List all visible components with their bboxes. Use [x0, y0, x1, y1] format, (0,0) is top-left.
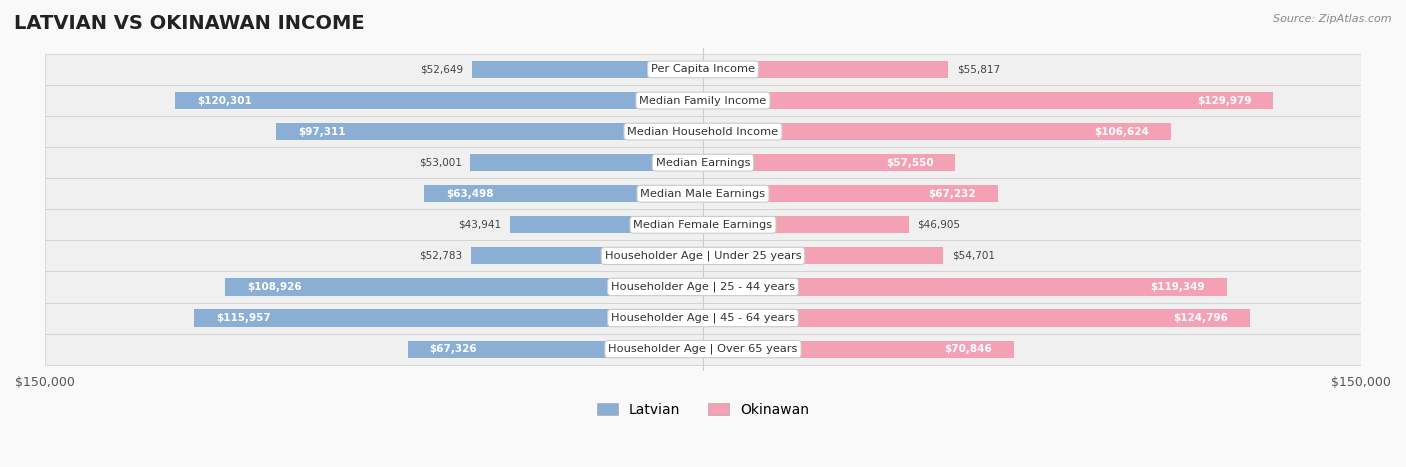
Text: Median Male Earnings: Median Male Earnings: [641, 189, 765, 199]
Bar: [703, 340, 1014, 358]
Text: $115,957: $115,957: [217, 313, 271, 323]
Text: $54,701: $54,701: [952, 251, 995, 261]
Bar: [472, 61, 703, 78]
Text: Householder Age | Under 25 years: Householder Age | Under 25 years: [605, 251, 801, 261]
Bar: [45, 333, 1361, 365]
Text: $52,783: $52,783: [419, 251, 463, 261]
Text: Householder Age | 45 - 64 years: Householder Age | 45 - 64 years: [612, 313, 794, 323]
Bar: [45, 178, 1361, 209]
Text: $55,817: $55,817: [956, 64, 1000, 74]
Text: Median Household Income: Median Household Income: [627, 127, 779, 136]
Bar: [45, 116, 1361, 147]
Bar: [703, 248, 943, 264]
Text: $129,979: $129,979: [1197, 96, 1251, 106]
Text: $120,301: $120,301: [197, 96, 252, 106]
Text: $43,941: $43,941: [458, 220, 502, 230]
Bar: [471, 248, 703, 264]
Text: LATVIAN VS OKINAWAN INCOME: LATVIAN VS OKINAWAN INCOME: [14, 14, 364, 33]
Text: Median Female Earnings: Median Female Earnings: [634, 220, 772, 230]
Text: $67,232: $67,232: [928, 189, 976, 199]
Bar: [703, 278, 1226, 296]
Bar: [703, 92, 1274, 109]
Bar: [45, 54, 1361, 85]
Text: Median Earnings: Median Earnings: [655, 158, 751, 168]
Bar: [703, 61, 948, 78]
Bar: [176, 92, 703, 109]
Text: $57,550: $57,550: [886, 158, 934, 168]
Bar: [425, 185, 703, 202]
Text: $46,905: $46,905: [918, 220, 960, 230]
Bar: [194, 310, 703, 326]
Bar: [510, 216, 703, 234]
Text: $52,649: $52,649: [420, 64, 463, 74]
Text: $124,796: $124,796: [1174, 313, 1229, 323]
Bar: [703, 123, 1171, 140]
Text: $119,349: $119,349: [1150, 282, 1205, 292]
Bar: [45, 147, 1361, 178]
Text: $63,498: $63,498: [446, 189, 494, 199]
Bar: [408, 340, 703, 358]
Bar: [45, 241, 1361, 271]
Bar: [225, 278, 703, 296]
Bar: [471, 154, 703, 171]
Bar: [45, 209, 1361, 241]
Text: $70,846: $70,846: [943, 344, 991, 354]
Text: Per Capita Income: Per Capita Income: [651, 64, 755, 74]
Text: $106,624: $106,624: [1094, 127, 1149, 136]
Bar: [703, 310, 1250, 326]
Text: $97,311: $97,311: [298, 127, 346, 136]
Bar: [45, 303, 1361, 333]
Text: Median Family Income: Median Family Income: [640, 96, 766, 106]
Bar: [276, 123, 703, 140]
Text: Source: ZipAtlas.com: Source: ZipAtlas.com: [1274, 14, 1392, 24]
Text: $108,926: $108,926: [247, 282, 302, 292]
Bar: [703, 216, 908, 234]
Bar: [45, 85, 1361, 116]
Text: $67,326: $67,326: [430, 344, 477, 354]
Bar: [703, 154, 956, 171]
Legend: Latvian, Okinawan: Latvian, Okinawan: [592, 397, 814, 422]
Bar: [45, 271, 1361, 303]
Text: Householder Age | 25 - 44 years: Householder Age | 25 - 44 years: [612, 282, 794, 292]
Text: Householder Age | Over 65 years: Householder Age | Over 65 years: [609, 344, 797, 354]
Bar: [703, 185, 998, 202]
Text: $53,001: $53,001: [419, 158, 461, 168]
